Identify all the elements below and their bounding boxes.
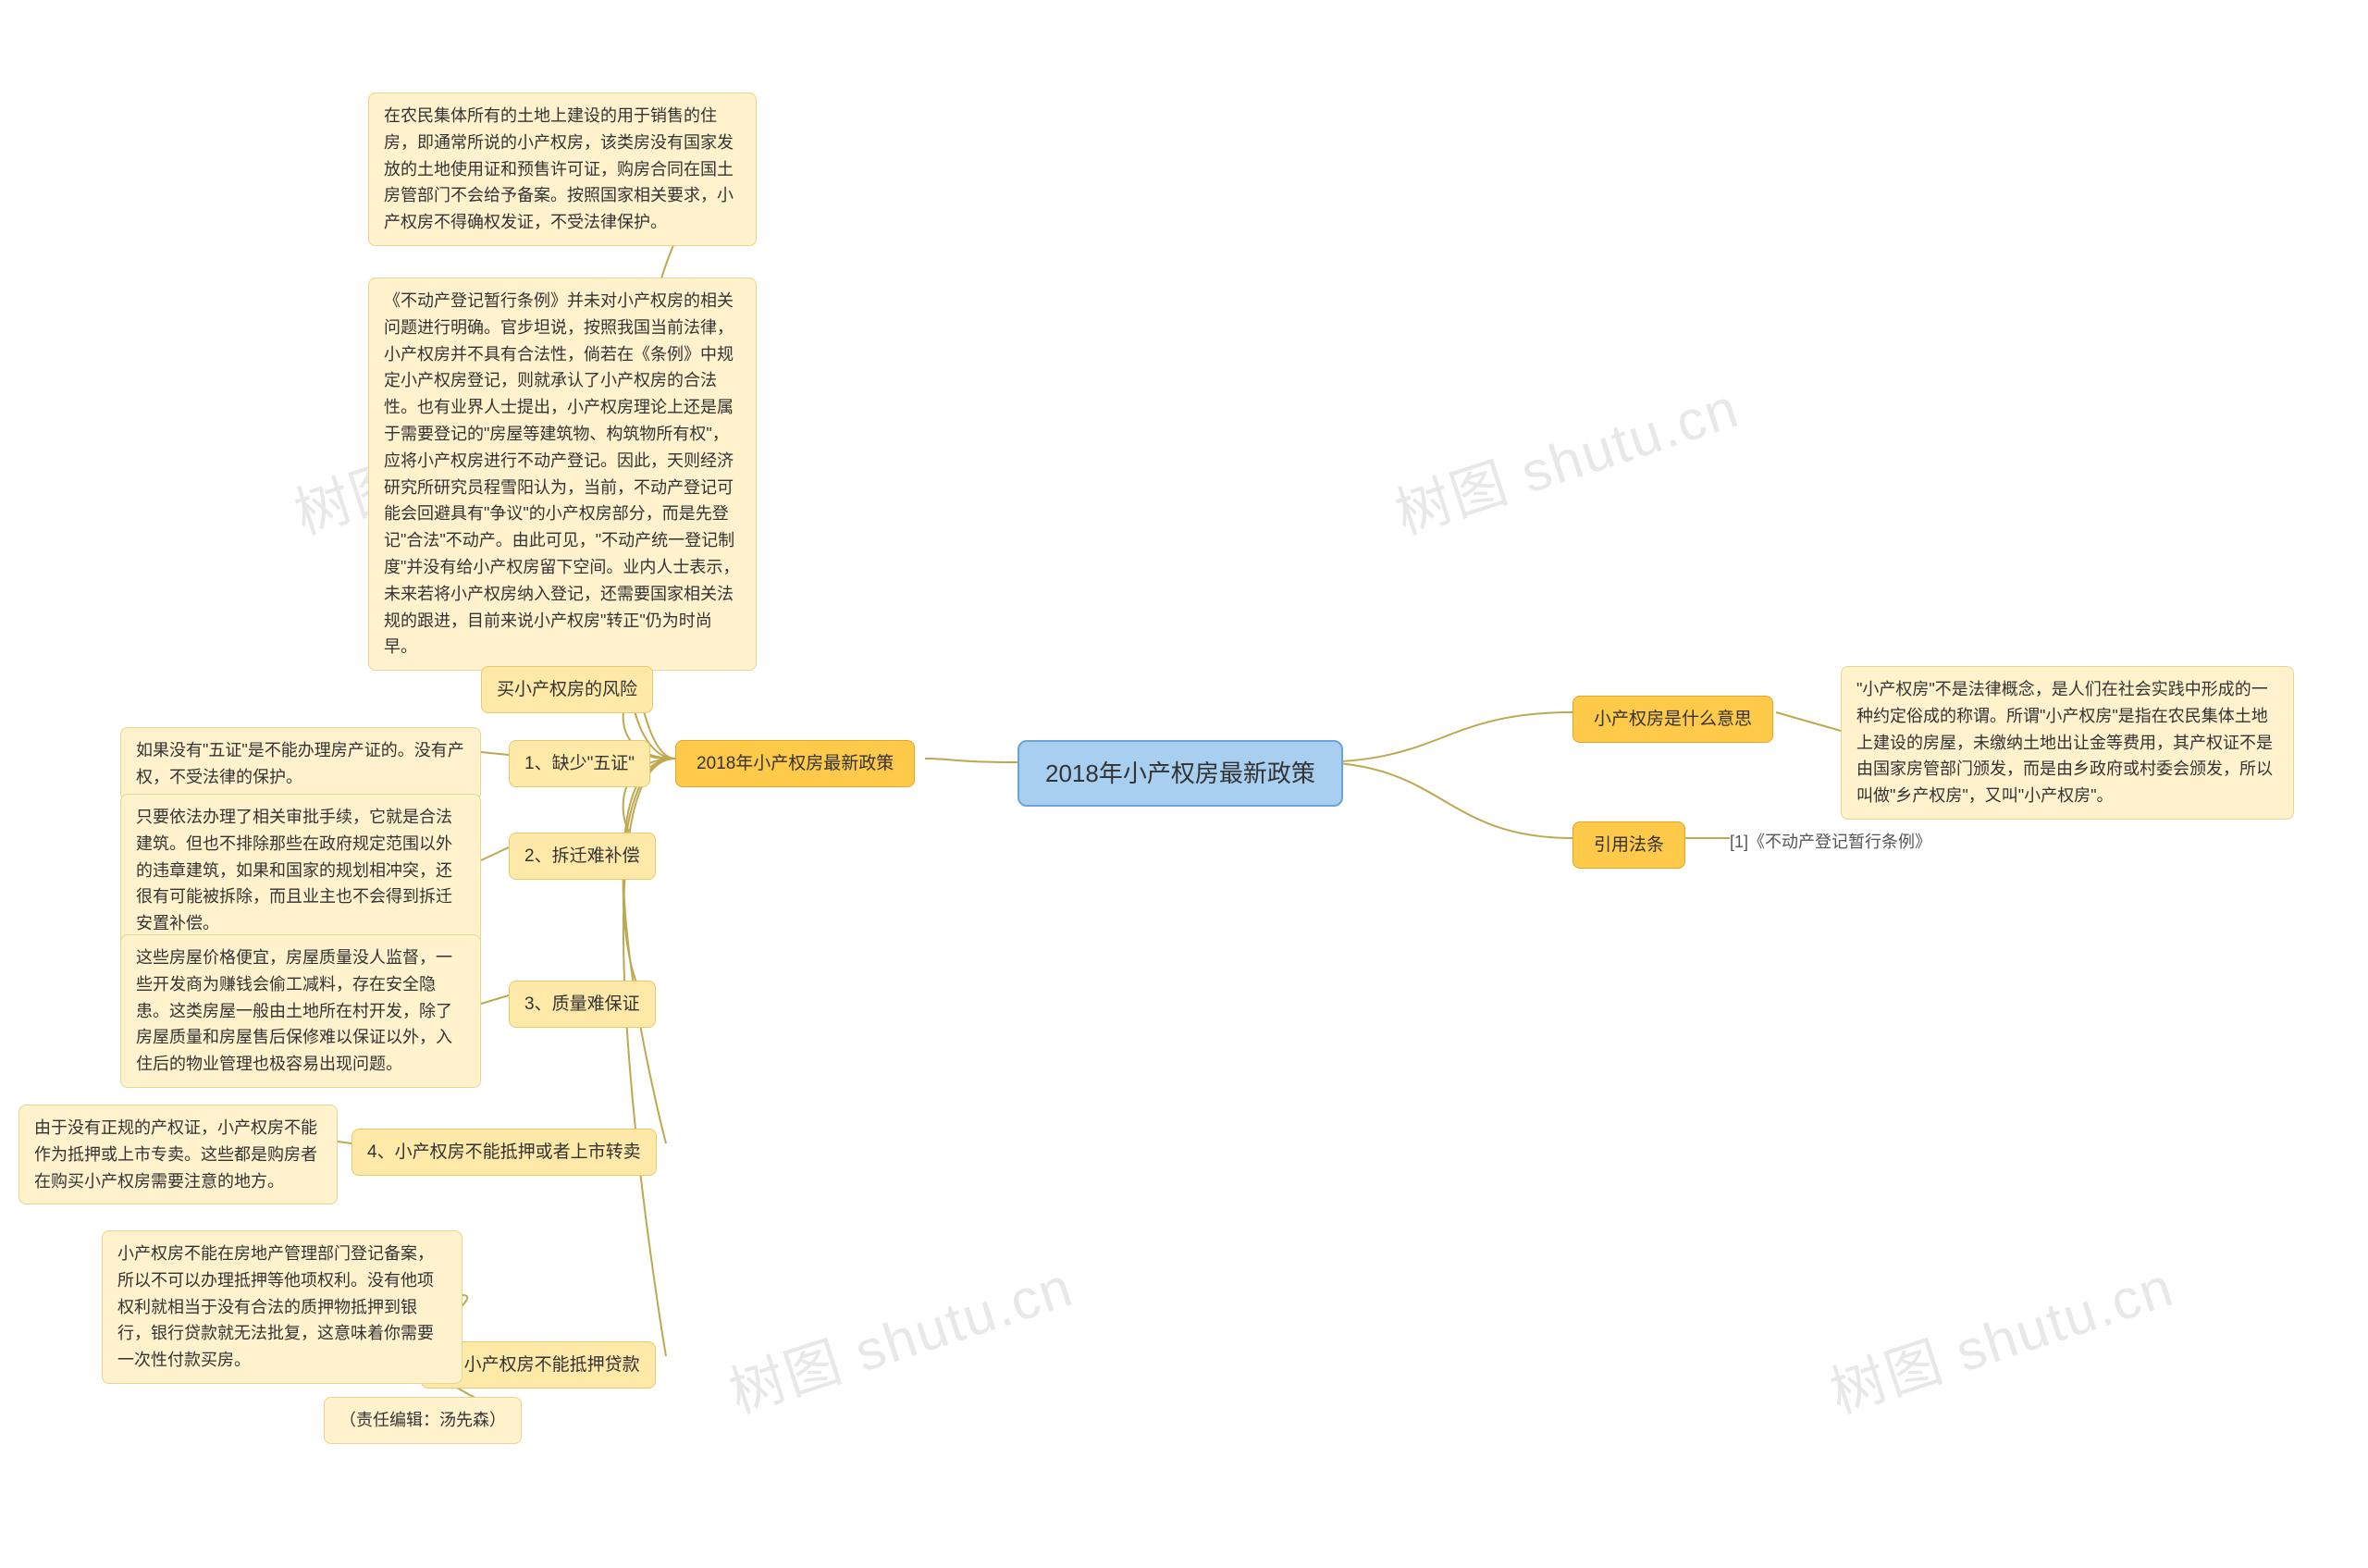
- leaf-risk-5: 小产权房不能在房地产管理部门登记备案，所以不可以办理抵押等他项权利。没有他项权利…: [102, 1230, 462, 1384]
- leaf-editor: （责任编辑：汤先森）: [324, 1397, 522, 1444]
- citation-text: [1]《不动产登记暂行条例》: [1730, 829, 1931, 853]
- central-node[interactable]: 2018年小产权房最新政策: [1018, 740, 1343, 807]
- branch-risk-3[interactable]: 3、质量难保证: [509, 981, 656, 1028]
- branch-risk-1[interactable]: 1、缺少"五证": [509, 740, 650, 787]
- branch-policy-2018[interactable]: 2018年小产权房最新政策: [675, 740, 915, 787]
- branch-risk-2[interactable]: 2、拆迁难补偿: [509, 833, 656, 880]
- branch-citation[interactable]: 引用法条: [1572, 821, 1685, 869]
- leaf-what-is: "小产权房"不是法律概念，是人们在社会实践中形成的一种约定俗成的称谓。所谓"小产…: [1841, 666, 2294, 820]
- leaf-risk-3: 这些房屋价格便宜，房屋质量没人监督，一些开发商为赚钱会偷工减料，存在安全隐患。这…: [120, 934, 481, 1088]
- branch-what-is[interactable]: 小产权房是什么意思: [1572, 696, 1773, 743]
- branch-risk-4[interactable]: 4、小产权房不能抵押或者上市转卖: [352, 1129, 657, 1176]
- leaf-definition: 在农民集体所有的土地上建设的用于销售的住房，即通常所说的小产权房，该类房没有国家…: [368, 93, 757, 246]
- watermark: 树图 shutu.cn: [1384, 364, 1748, 550]
- mindmap-canvas: 树图 shutu.cn 树图 shutu.cn 树图 shutu.cn 树图 s…: [0, 0, 2368, 1568]
- leaf-risk-2: 只要依法办理了相关审批手续，它就是合法建筑。但也不排除那些在政府规定范围以外的违…: [120, 794, 481, 947]
- branch-risks[interactable]: 买小产权房的风险: [481, 666, 653, 713]
- watermark: 树图 shutu.cn: [718, 1242, 1082, 1429]
- leaf-regulation: 《不动产登记暂行条例》并未对小产权房的相关问题进行明确。官步坦说，按照我国当前法…: [368, 278, 757, 671]
- leaf-risk-4: 由于没有正规的产权证，小产权房不能作为抵押或上市专卖。这些都是购房者在购买小产权…: [18, 1105, 338, 1204]
- leaf-risk-1: 如果没有"五证"是不能办理房产证的。没有产权，不受法律的保护。: [120, 727, 481, 801]
- watermark: 树图 shutu.cn: [1819, 1242, 2183, 1429]
